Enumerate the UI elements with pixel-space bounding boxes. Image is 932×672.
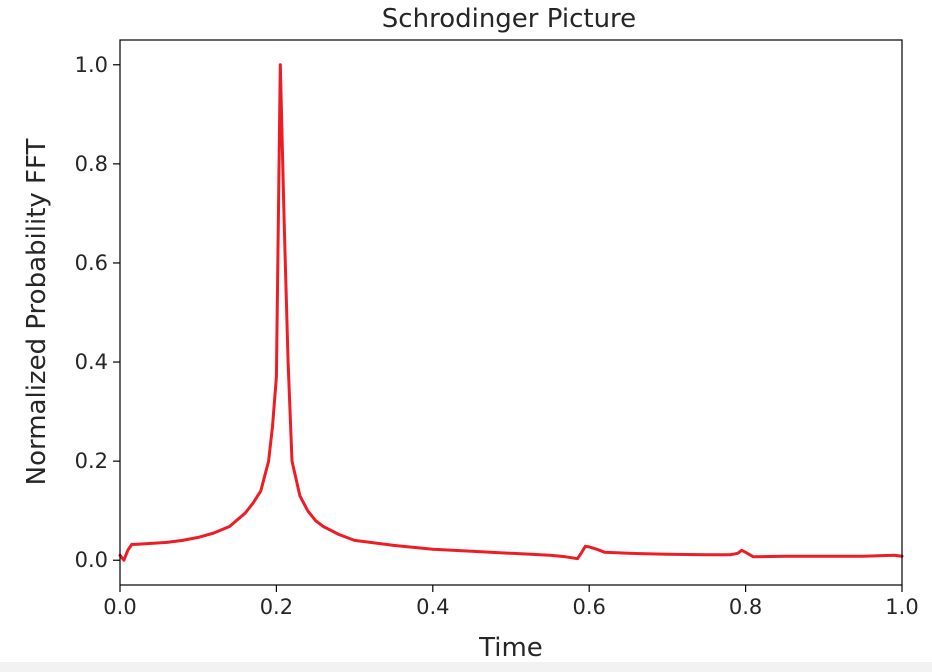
x-tick-label: 0.6	[572, 595, 605, 619]
axis-ticks: 0.0 0.2 0.4 0.6 0.8 1.0 0.0 0.2 0.4 0.6 0.8 1.0	[75, 53, 919, 619]
y-tick-label: 1.0	[75, 53, 108, 77]
y-tick-label: 0.0	[75, 548, 108, 572]
y-tick-label: 0.8	[75, 152, 108, 176]
x-tick-label: 0.4	[416, 595, 449, 619]
x-axis-label: Time	[478, 633, 543, 663]
x-tick-label: 0.2	[260, 595, 293, 619]
plot-frame	[119, 39, 903, 586]
y-tick-label: 0.2	[75, 449, 108, 473]
x-tick-label: 0.0	[103, 595, 136, 619]
x-tick-label: 1.0	[885, 595, 918, 619]
x-tick-label: 0.8	[729, 595, 762, 619]
plot-area	[118, 63, 904, 562]
bottom-band	[0, 662, 932, 672]
y-tick-label: 0.4	[75, 350, 108, 374]
chart-title: Schrodinger Picture	[382, 4, 636, 34]
y-tick-label: 0.6	[75, 251, 108, 275]
series-line	[118, 63, 904, 562]
y-axis-label: Normalized Probability FFT	[22, 139, 52, 486]
